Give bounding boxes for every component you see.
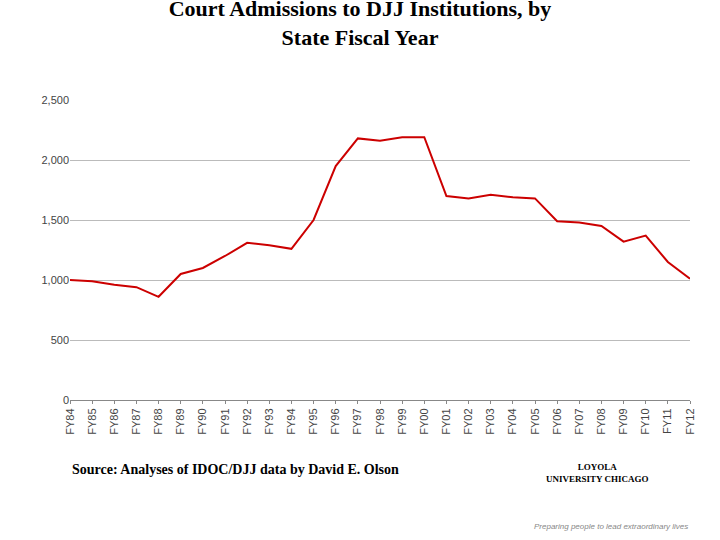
svg-text:FY05: FY05: [529, 408, 541, 434]
svg-text:FY84: FY84: [64, 408, 76, 434]
svg-text:FY91: FY91: [219, 408, 231, 434]
svg-text:FY12: FY12: [684, 408, 696, 434]
svg-text:FY97: FY97: [351, 408, 363, 434]
svg-text:FY88: FY88: [152, 408, 164, 434]
svg-text:2,000: 2,000: [41, 154, 69, 166]
svg-text:Court Admissions to DJJ Instit: Court Admissions to DJJ Institutions, by…: [169, 0, 552, 50]
svg-text:FY06: FY06: [551, 408, 563, 434]
svg-text:FY90: FY90: [196, 408, 208, 434]
svg-text:FY00: FY00: [418, 408, 430, 434]
svg-text:FY03: FY03: [484, 408, 496, 434]
svg-text:FY09: FY09: [617, 408, 629, 434]
svg-text:FY10: FY10: [639, 408, 651, 434]
svg-text:FY93: FY93: [263, 408, 275, 434]
svg-text:LOYOLAUNIVERSITY CHICAGO: LOYOLAUNIVERSITY CHICAGO: [546, 462, 648, 484]
svg-text:FY95: FY95: [307, 408, 319, 434]
svg-text:FY02: FY02: [462, 408, 474, 434]
svg-text:FY08: FY08: [595, 408, 607, 434]
svg-text:FY89: FY89: [174, 408, 186, 434]
svg-text:Source: Analyses of IDOC/DJJ d: Source: Analyses of IDOC/DJJ data by Dav…: [72, 462, 399, 477]
svg-text:FY94: FY94: [285, 408, 297, 434]
svg-text:0: 0: [63, 394, 69, 406]
svg-text:1,000: 1,000: [41, 274, 69, 286]
svg-text:Preparing people to lead extra: Preparing people to lead extraordinary l…: [534, 522, 688, 531]
svg-text:FY04: FY04: [506, 408, 518, 434]
svg-text:FY98: FY98: [374, 408, 386, 434]
svg-text:FY96: FY96: [329, 408, 341, 434]
svg-text:FY11: FY11: [661, 408, 673, 433]
svg-text:FY87: FY87: [130, 408, 142, 434]
svg-text:FY86: FY86: [108, 408, 120, 434]
svg-text:FY92: FY92: [241, 408, 253, 434]
svg-text:FY01: FY01: [440, 408, 452, 434]
svg-text:FY07: FY07: [573, 408, 585, 434]
svg-text:FY99: FY99: [396, 408, 408, 434]
svg-text:FY85: FY85: [86, 408, 98, 434]
svg-text:1,500: 1,500: [41, 214, 69, 226]
svg-text:2,500: 2,500: [41, 94, 69, 106]
svg-text:500: 500: [51, 334, 69, 346]
